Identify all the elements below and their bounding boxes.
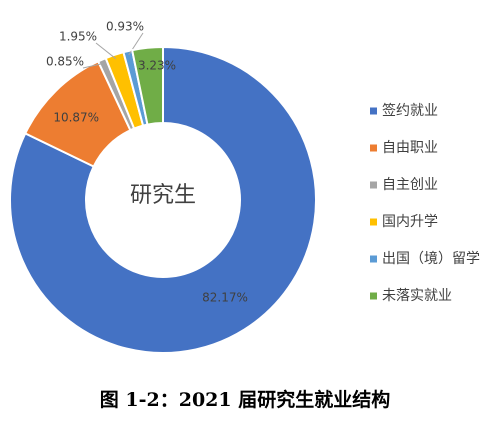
value-label: 0.85%	[46, 55, 84, 69]
legend-swatch	[370, 144, 377, 152]
slice	[9, 45, 317, 354]
slice	[130, 45, 164, 126]
center-label: 研究生	[130, 183, 196, 208]
legend-swatch	[370, 181, 377, 189]
value-label: 10.87%	[53, 111, 99, 125]
leader-line	[82, 62, 104, 69]
value-label: 1.95%	[59, 30, 97, 44]
legend-label: 自由职业	[382, 140, 438, 156]
leader-line	[128, 32, 144, 56]
legend-swatch	[370, 107, 377, 115]
legend-swatch	[370, 218, 377, 226]
value-label: 82.17%	[202, 291, 248, 305]
value-label: 3.23%	[138, 59, 176, 73]
caption: 图 1-2：2021 届研究生就业结构	[100, 388, 390, 411]
legend-label: 出国（境）留学	[382, 251, 480, 267]
legend-swatch	[370, 255, 377, 263]
legend-swatch	[370, 292, 377, 300]
legend-label: 国内升学	[382, 214, 438, 230]
legend-label: 未落实就业	[382, 288, 452, 304]
legend-label: 签约就业	[382, 102, 438, 119]
value-label: 0.93%	[106, 20, 144, 34]
legend-label: 自主创业	[382, 177, 438, 193]
leader-line	[95, 42, 117, 60]
